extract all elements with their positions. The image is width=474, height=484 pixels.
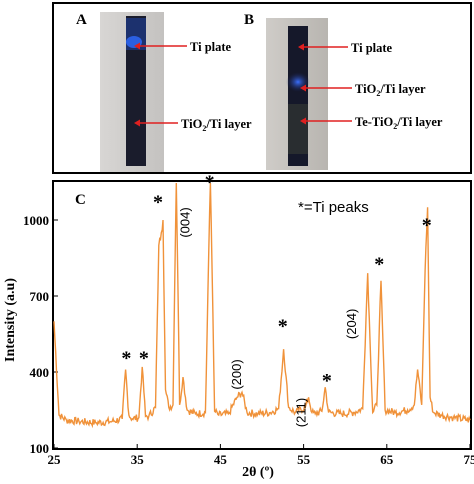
y-tick-label: 100 [30, 441, 50, 456]
x-axis-label: 2θ (º) [242, 465, 274, 480]
ti-peak-marker: * [422, 214, 432, 236]
ti-plate-a [126, 16, 146, 166]
arrow-b-ti-plate [298, 43, 348, 51]
ti-peak-marker: * [153, 192, 163, 214]
label-b-te-tio2-ti: Te-TiO2/Ti layer [355, 115, 443, 131]
x-tick-label: 55 [297, 452, 311, 467]
ti-peak-marker: * [374, 254, 384, 276]
ti-peak-marker: * [205, 171, 215, 193]
label-b-tio2-ti: TiO2/Ti layer [355, 82, 426, 98]
ti-peak-marker: * [278, 316, 288, 338]
ti-peak-marker: * [322, 370, 332, 392]
peak-index-label: (004) [178, 207, 193, 237]
peak-index-label: (200) [229, 359, 244, 389]
x-tick-label: 35 [131, 452, 145, 467]
x-tick-label: 45 [214, 452, 228, 467]
xrd-panel [52, 180, 472, 450]
label-a-ti-plate: Ti plate [190, 40, 232, 54]
x-tick-label: 75 [464, 452, 474, 467]
arrow-a-tio2 [134, 119, 178, 127]
photo-panel-svg: A B [76, 12, 443, 172]
peak-index-label: (204) [344, 309, 359, 339]
chart-annotations: * * * * * * * * (004) (200) (211) (204) [121, 171, 431, 427]
ti-peaks-legend: *=Ti peaks [298, 199, 369, 216]
xrd-trace-line [53, 182, 471, 429]
arrow-b-tio2 [300, 84, 352, 92]
photo-b [266, 18, 328, 170]
panel-c-label: C [75, 192, 86, 208]
x-tick-label: 25 [48, 452, 62, 467]
ti-peak-marker: * [121, 347, 131, 369]
y-axis-label: Intensity (a.u) [3, 278, 18, 362]
y-tick-label: 400 [30, 365, 50, 380]
arrow-b-te-tio2 [300, 117, 352, 125]
panel-b-label: B [244, 12, 254, 28]
label-a-tio2-ti: TiO2/Ti layer [181, 117, 252, 133]
ti-peak-marker: * [139, 347, 149, 369]
y-tick-label: 1000 [23, 213, 49, 228]
label-b-ti-plate: Ti plate [351, 41, 393, 55]
x-tick-label: 65 [380, 452, 394, 467]
chart-axes: 25 35 45 55 65 75 100 400 700 1000 [23, 213, 474, 467]
y-tick-label: 700 [30, 289, 50, 304]
peak-index-label: (211) [293, 398, 308, 427]
ti-plate-b-coating [288, 104, 308, 154]
photo-panel: A B [52, 2, 472, 174]
panel-a-label: A [76, 12, 87, 28]
photo-a [100, 12, 164, 172]
arrow-a-ti-plate [134, 42, 187, 50]
